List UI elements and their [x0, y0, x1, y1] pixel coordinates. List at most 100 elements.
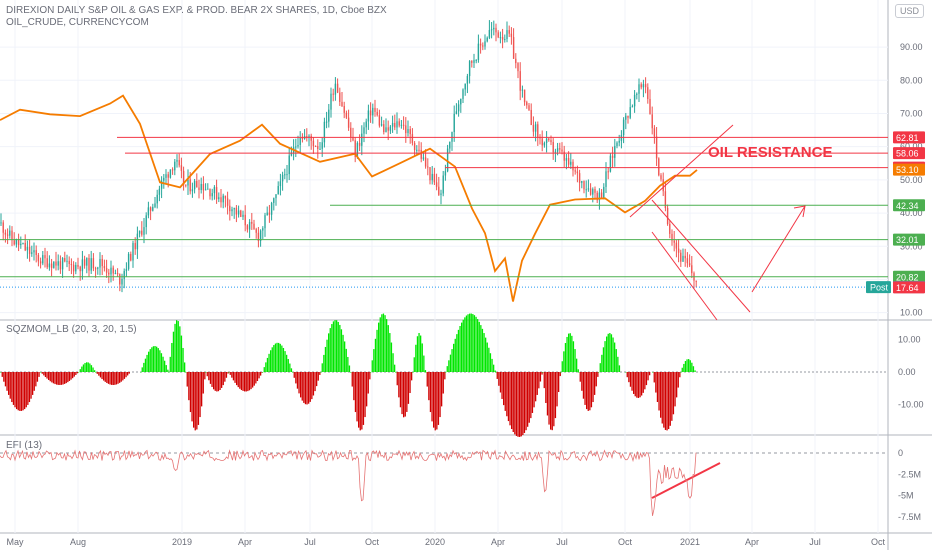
candle-body [572, 161, 574, 171]
candle-body [486, 37, 488, 42]
candle-body [532, 125, 535, 132]
candle-body [13, 240, 15, 245]
candle-body [603, 186, 605, 198]
candle-body [691, 265, 693, 274]
candle-body [163, 177, 165, 181]
sqzmom-bar [494, 370, 496, 372]
sqzmom-bar [72, 372, 74, 379]
candle-body [464, 83, 466, 90]
sqzmom-bar [398, 372, 400, 398]
sqzmom-bar [242, 372, 244, 391]
sqzmom-bar [649, 372, 651, 376]
sqzmom-bar [541, 372, 543, 375]
oil-line [0, 94, 698, 302]
candle-body [462, 89, 464, 99]
candle-body [297, 144, 299, 147]
candle-body [651, 114, 653, 129]
sqzmom-bar [125, 372, 127, 378]
candle-body [418, 149, 420, 151]
candle-body [306, 136, 308, 138]
candle-body [607, 171, 609, 173]
candle-body [627, 115, 629, 118]
sqzmom-bar [571, 335, 573, 372]
sqzmom-bar [647, 372, 649, 381]
currency-button[interactable]: USD [894, 4, 924, 18]
candle-body [570, 161, 572, 165]
candle-body [61, 258, 64, 270]
sqzmom-bar [691, 362, 693, 372]
sqzmom-bar [114, 372, 116, 385]
sqzmom-bar [176, 320, 178, 372]
sqzmom-bar [464, 317, 466, 372]
sqzmom-bar [104, 372, 106, 382]
candle-body [314, 146, 317, 148]
sqzmom-bar [68, 372, 71, 381]
sqzmom-bar [563, 351, 565, 372]
sqzmom-bar [331, 324, 333, 372]
sqzmom-bar [629, 372, 632, 387]
sqzmom-bar [364, 372, 366, 418]
oil-resistance-annotation: OIL RESISTANCE [708, 144, 832, 161]
candle-body [332, 93, 334, 95]
candle-body [112, 267, 114, 274]
sqzmom-bar [312, 372, 315, 396]
sqzmom-bar [548, 372, 550, 425]
sqzmom-bar [694, 370, 696, 372]
candle-body [631, 106, 634, 108]
sqzmom-bar [639, 372, 641, 398]
sqzmom-bar [676, 372, 678, 398]
sqzmom-bar [669, 372, 671, 426]
sqzmom-bar [598, 372, 600, 373]
sqzmom-bar [578, 372, 580, 373]
sqzmom-bar [453, 343, 455, 372]
sqzmom-bar [668, 372, 670, 430]
candle-body [585, 189, 587, 191]
candle-body [259, 230, 262, 242]
sqzmom-bar [188, 372, 190, 401]
sqzmom-bar [296, 372, 299, 389]
sqzmom-bar [123, 372, 126, 379]
sqzmom-bar [337, 321, 339, 372]
sqzmom-bar [379, 317, 381, 372]
efi-tick-label: -5M [898, 491, 914, 501]
sqzmom-bar [618, 365, 621, 372]
sqzmom-bar [228, 372, 230, 373]
candle-body [521, 89, 524, 91]
candle-body [226, 198, 229, 206]
sqzmom-bar [686, 359, 688, 372]
sqzmom-bar [488, 347, 490, 372]
sqzmom-bar [271, 347, 273, 372]
sqzmom-bar [546, 372, 549, 416]
candle-body [264, 215, 266, 229]
candle-body [411, 134, 414, 144]
candle-body [475, 59, 477, 61]
candle-body [435, 182, 438, 187]
sqzmom-bar [472, 314, 474, 372]
time-tick-label: Apr [491, 537, 505, 547]
sqzmom-bar [17, 372, 19, 411]
candle-body [244, 214, 246, 226]
sqzmom-bar [12, 372, 15, 405]
sqzmom-bar [394, 364, 396, 372]
sqzmom-bar [268, 353, 270, 372]
candle-body [330, 93, 332, 110]
sqzmom-bar [60, 372, 63, 385]
sqzmom-bar [81, 366, 83, 372]
sqzmom-bar [111, 372, 113, 385]
time-tick-label: Oct [365, 537, 380, 547]
sqzmom-bar [456, 334, 458, 372]
candle-body [528, 105, 530, 110]
candle-body [640, 84, 642, 88]
candle-body [466, 76, 469, 84]
candle-body [354, 140, 356, 158]
candle-body [594, 189, 596, 193]
sqzmom-bar [87, 362, 89, 372]
sqzmom-bar [439, 372, 441, 418]
candle-body [20, 243, 22, 246]
sqzmom-bar [40, 372, 42, 373]
sqzmom-bar [625, 372, 627, 373]
candle-body [446, 148, 449, 172]
candle-body [83, 259, 86, 266]
candle-body [695, 280, 697, 282]
candle-body [110, 267, 112, 275]
